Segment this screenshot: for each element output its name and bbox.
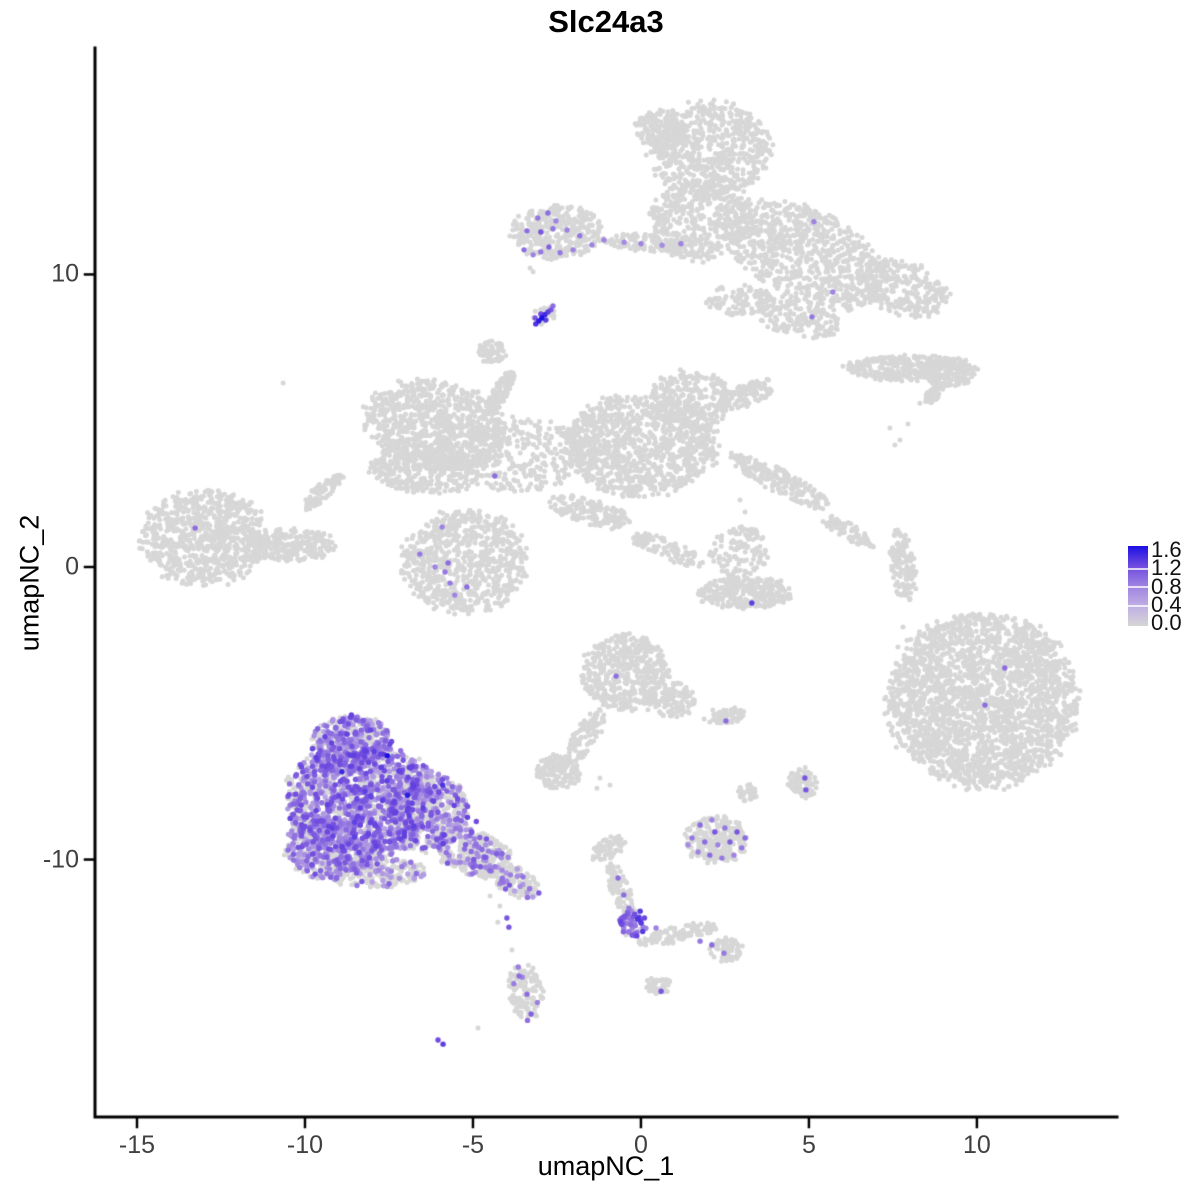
x-tick-label: 5 bbox=[801, 1131, 816, 1159]
legend-label: 0.8 bbox=[1151, 574, 1182, 599]
colorbar-gradient bbox=[1128, 546, 1148, 626]
y-tick-label: -10 bbox=[42, 845, 79, 874]
legend-label: 0.4 bbox=[1151, 592, 1182, 617]
x-tick-label: 0 bbox=[633, 1131, 648, 1159]
colorbar-tick bbox=[1128, 586, 1148, 588]
legend-label-max: 1.6 bbox=[1151, 537, 1182, 562]
y-tick-label: 0 bbox=[65, 552, 79, 581]
x-tick-label: -10 bbox=[286, 1131, 324, 1159]
colorbar-tick bbox=[1128, 568, 1148, 570]
y-tick-label: 10 bbox=[51, 259, 79, 288]
x-tick-label: -15 bbox=[118, 1131, 156, 1159]
x-tick-label: -5 bbox=[461, 1131, 485, 1159]
plot-title: Slc24a3 bbox=[548, 4, 664, 39]
legend-label: 1.2 bbox=[1151, 555, 1182, 580]
x-axis-title: umapNC_1 bbox=[537, 1151, 675, 1181]
x-tick-label: 10 bbox=[962, 1131, 991, 1159]
legend-label-min: 0.0 bbox=[1151, 610, 1182, 635]
colorbar-tick bbox=[1128, 605, 1148, 607]
y-axis-title: umapNC_2 bbox=[14, 514, 45, 652]
